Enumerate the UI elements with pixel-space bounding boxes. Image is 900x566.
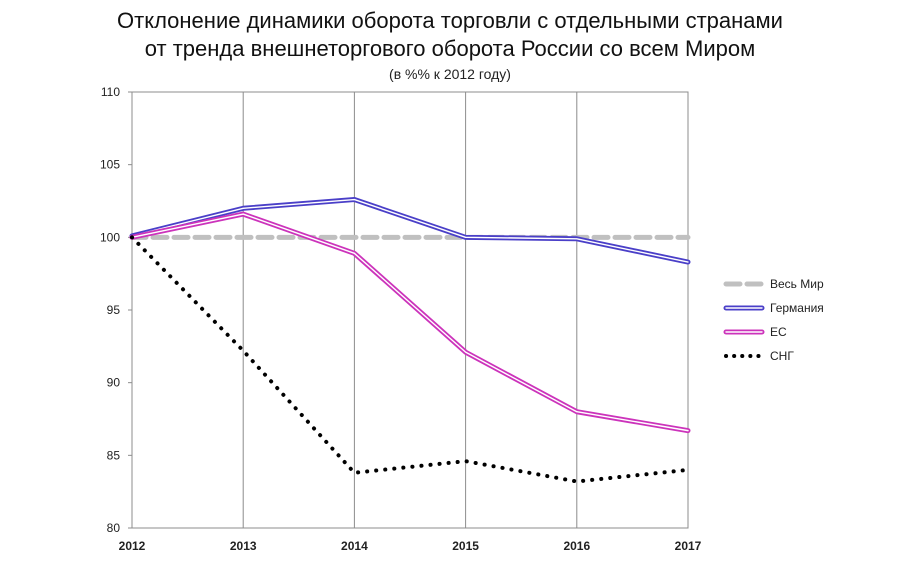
- y-tick-label: 100: [100, 230, 120, 244]
- y-tick-label: 105: [100, 158, 120, 172]
- legend-item-0-label: Весь Мир: [770, 277, 824, 291]
- series-line-series-1-inner: [131, 198, 689, 263]
- chart-title-line2: от тренда внешнеторгового оборота России…: [144, 36, 756, 61]
- plot-border: [131, 91, 689, 529]
- y-tick-label: 85: [107, 448, 121, 462]
- x-tick-label: 2013: [230, 539, 257, 553]
- legend-item-1-label: Германия: [770, 301, 824, 315]
- y-tick-label: 80: [107, 521, 121, 535]
- chart-title-line1: Отклонение динамики оборота торговли с о…: [117, 8, 783, 33]
- chart-legend: Весь Мир Германия ЕС СНГ: [723, 277, 824, 363]
- x-tick-label: 2015: [452, 539, 479, 553]
- legend-item-3-label: СНГ: [770, 349, 794, 363]
- chart-subtitle: (в %% к 2012 году): [389, 66, 511, 82]
- y-tick-label: 90: [107, 376, 121, 390]
- x-tick-label: 2017: [675, 539, 702, 553]
- series-line-series-1: [129, 197, 691, 265]
- x-tick-label: 2012: [119, 539, 146, 553]
- legend-item-2-label: ЕС: [770, 325, 787, 339]
- chart-grid: [131, 91, 689, 529]
- y-tick-label: 95: [107, 303, 121, 317]
- chart-series: [129, 197, 691, 484]
- chart-axes: 2012 2013 2014 2015 2016 2017 80 85 90 95 100 105 11…: [100, 85, 702, 553]
- y-tick-label: 110: [101, 85, 120, 99]
- x-tick-label: 2016: [563, 539, 590, 553]
- series-line-cis: [130, 235, 690, 484]
- x-tick-label: 2014: [341, 539, 368, 553]
- series-line-series-2-inner: [131, 213, 689, 432]
